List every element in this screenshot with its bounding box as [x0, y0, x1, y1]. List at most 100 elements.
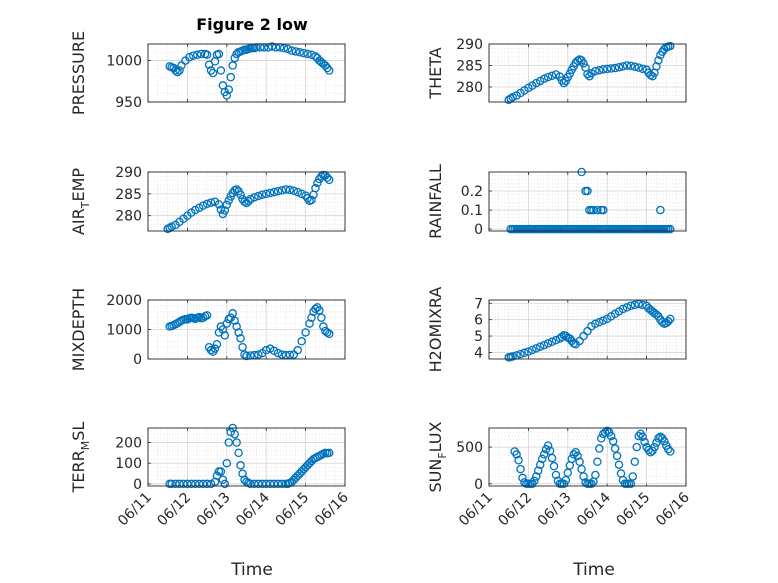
data-point	[524, 347, 533, 356]
data-point	[171, 66, 180, 75]
data-points	[504, 41, 675, 105]
data-point	[228, 61, 237, 70]
data-point	[224, 314, 234, 324]
data-point	[614, 62, 624, 72]
data-point	[547, 71, 557, 81]
y-tick-label: 1000	[106, 54, 142, 70]
data-point	[250, 479, 259, 489]
y-tick-label: 0	[133, 352, 142, 368]
data-point	[665, 447, 675, 456]
y-axis-label: PRESSURE	[69, 31, 88, 115]
axes-box	[147, 427, 346, 487]
subplot-4: 0 0.1 0.2 RAINFALL	[426, 164, 687, 239]
x-tick-label: 06/12	[154, 490, 194, 530]
x-tick-label: 06/11	[456, 490, 496, 530]
y-tick-label: 2000	[106, 293, 142, 309]
data-point	[599, 205, 608, 215]
x-axis-label-left: Time	[230, 560, 273, 580]
data-point	[573, 451, 582, 461]
y-tick-label: 0.2	[461, 184, 483, 200]
data-point	[283, 44, 293, 54]
x-tick-label: 06/15	[614, 490, 654, 530]
data-point	[654, 56, 663, 65]
y-axis-label: SUNFLUX	[426, 421, 449, 492]
y-tick-label: 280	[115, 209, 142, 225]
data-point	[230, 53, 239, 63]
x-tick-label: 06/13	[535, 490, 575, 530]
data-point	[216, 66, 226, 75]
data-point	[206, 66, 216, 75]
x-tick-label: 06/14	[233, 489, 273, 529]
data-point	[324, 66, 334, 75]
data-point	[614, 460, 624, 469]
data-point	[539, 74, 549, 84]
data-point	[305, 319, 314, 328]
y-tick-label: 100	[115, 456, 142, 472]
data-point	[210, 344, 220, 353]
data-point	[543, 339, 553, 348]
data-point	[183, 315, 192, 324]
y-tick-label: 4	[474, 345, 483, 361]
data-point	[202, 479, 212, 489]
data-point	[652, 438, 661, 447]
data-point	[589, 205, 598, 215]
data-point	[512, 450, 521, 459]
x-tick-label: 06/16	[653, 489, 693, 529]
data-point	[606, 431, 616, 441]
subplot-3: 280 285 290 AIRTEMP	[69, 165, 346, 235]
data-points	[163, 170, 334, 234]
data-point	[626, 301, 636, 310]
data-point	[254, 479, 263, 489]
y-axis-label: THETA	[426, 47, 445, 99]
data-point	[597, 434, 606, 443]
data-point	[242, 351, 251, 361]
data-point	[599, 316, 608, 325]
data-point	[535, 342, 545, 351]
data-point	[656, 205, 665, 215]
data-point	[202, 50, 212, 60]
data-point	[232, 438, 241, 447]
data-point	[315, 306, 324, 315]
y-axis-label: AIRTEMP	[69, 168, 92, 235]
data-point	[196, 49, 206, 59]
y-tick-label: 285	[115, 187, 142, 203]
data-point	[220, 206, 230, 215]
data-point	[222, 319, 232, 328]
data-point	[665, 41, 675, 51]
y-tick-label: 285	[456, 58, 483, 74]
data-point	[228, 309, 237, 318]
data-point	[583, 69, 592, 79]
x-tick-label: 06/11	[115, 490, 155, 530]
data-point	[622, 303, 632, 312]
data-point	[261, 345, 271, 355]
data-point	[660, 436, 669, 446]
data-point	[202, 311, 212, 320]
data-point	[234, 328, 243, 337]
data-point	[595, 317, 604, 327]
data-point	[301, 328, 310, 337]
data-point	[291, 47, 300, 56]
data-point	[547, 453, 557, 463]
data-point	[650, 442, 659, 452]
y-tick-label: 0.1	[461, 203, 483, 219]
data-point	[317, 172, 326, 181]
y-axis-label: H2OMIXRA	[426, 287, 445, 373]
plot-area	[489, 300, 686, 359]
data-point	[281, 185, 291, 194]
data-point	[218, 475, 228, 485]
data-point	[269, 187, 279, 197]
data-point	[297, 189, 306, 199]
subplot-8: 0 500 SUNFLUX 06/11 06/12 06/13 06/14 06/15 06/1…	[426, 421, 693, 529]
subplot-5: 0 1000 2000 MIXDEPTH	[69, 288, 346, 371]
data-point	[530, 476, 539, 486]
data-point	[194, 312, 204, 322]
data-point	[543, 72, 553, 82]
data-point	[301, 191, 310, 200]
data-point	[658, 317, 667, 327]
data-point	[602, 64, 612, 74]
subplot-7: 0 100 200 TERRMSL 06/11 06/12 06/13 06/14 06/15 0…	[69, 422, 352, 530]
data-point	[273, 186, 283, 196]
data-point	[293, 345, 302, 355]
data-point	[630, 300, 640, 310]
data-point	[630, 62, 640, 72]
